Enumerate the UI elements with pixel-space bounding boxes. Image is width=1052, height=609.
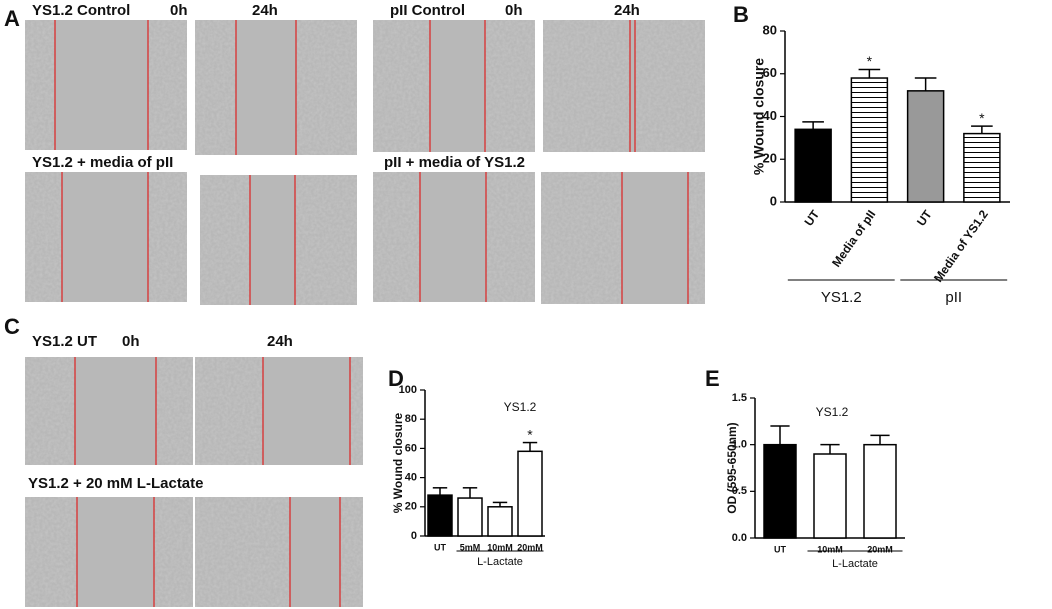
bar	[963, 132, 1001, 203]
cell-region	[350, 357, 363, 465]
x-tick-label: 5mM	[460, 542, 481, 552]
y-tick-label: 0.5	[732, 485, 747, 497]
panel-label: B	[733, 2, 749, 27]
cell-region	[296, 20, 357, 155]
caption: pII Control	[390, 2, 465, 19]
caption: YS1.2 Control	[32, 2, 130, 19]
chart-title: YS1.2	[816, 405, 849, 419]
panel-label: D	[388, 366, 404, 391]
y-tick-label: 1.0	[732, 439, 747, 451]
cell-region	[195, 497, 290, 607]
bar	[863, 443, 897, 539]
cell-region	[543, 20, 630, 152]
group-label: L-Lactate	[832, 558, 878, 570]
y-tick-label: 100	[399, 384, 417, 396]
significance: *	[527, 426, 533, 442]
bar	[457, 497, 483, 537]
panel-label: C	[4, 314, 20, 339]
cell-region	[688, 172, 705, 304]
y-tick-label: 40	[405, 472, 417, 484]
x-tick-label: 20mM	[867, 544, 893, 554]
y-axis-label: OD (595-650nm)	[725, 422, 739, 513]
x-tick-label: UT	[802, 207, 823, 229]
bar	[763, 443, 797, 539]
y-tick-label: 1.5	[732, 392, 747, 404]
y-tick-label: 60	[763, 65, 777, 80]
x-tick-label: Media of pII	[829, 208, 878, 270]
y-tick-label: 20	[763, 151, 777, 166]
cell-region	[195, 357, 263, 465]
cell-region	[373, 20, 430, 152]
cell-region	[486, 172, 535, 302]
chart-title: YS1.2	[504, 400, 537, 414]
caption: 0h	[505, 2, 523, 19]
bar	[906, 90, 945, 203]
cell-region	[340, 497, 363, 607]
cell-region	[148, 172, 187, 302]
y-tick-label: 0.0	[732, 532, 747, 544]
significance: *	[979, 110, 985, 126]
cell-region	[25, 172, 62, 302]
x-tick-label: UT	[774, 544, 786, 554]
cell-region	[154, 497, 193, 607]
panel-label: E	[705, 366, 720, 391]
cell-region	[485, 20, 535, 152]
panel-label: A	[4, 6, 20, 31]
group-label: pII	[945, 289, 962, 306]
caption: pII + media of YS1.2	[384, 154, 525, 171]
caption: YS1.2 UT	[32, 333, 97, 350]
cell-region	[148, 20, 187, 150]
bar	[427, 494, 453, 537]
caption: 24h	[252, 2, 278, 19]
cell-region	[25, 497, 77, 607]
caption: YS1.2 + 20 mM L-Lactate	[28, 475, 204, 492]
caption: YS1.2 + media of pII	[32, 154, 173, 171]
y-axis-label: % Wound closure	[391, 412, 405, 513]
y-axis-label: % Wound closure	[751, 58, 767, 175]
x-tick-label: UT	[434, 542, 446, 552]
x-tick-label: 10mM	[817, 544, 843, 554]
y-tick-label: 0	[411, 530, 417, 542]
cell-region	[25, 20, 55, 150]
y-tick-label: 80	[763, 22, 777, 37]
x-tick-label: Media of YS1.2	[931, 207, 991, 284]
cell-region	[200, 175, 250, 305]
x-tick-label: 10mM	[487, 542, 513, 552]
caption: 24h	[267, 333, 293, 350]
micrographs	[25, 20, 705, 607]
group-label: YS1.2	[821, 289, 862, 306]
cell-region	[635, 20, 705, 152]
cell-region	[295, 175, 357, 305]
bar	[487, 506, 513, 537]
x-tick-label: UT	[914, 207, 935, 229]
cell-region	[541, 172, 622, 304]
caption: 0h	[122, 333, 140, 350]
cell-region	[373, 172, 420, 302]
caption: 0h	[170, 2, 188, 19]
bar	[517, 450, 543, 537]
y-tick-label: 40	[763, 108, 777, 123]
y-tick-label: 60	[405, 442, 417, 454]
significance: *	[867, 53, 873, 69]
cell-region	[156, 357, 193, 465]
cell-region	[25, 357, 75, 465]
group-label: L-Lactate	[477, 556, 523, 568]
y-tick-label: 20	[405, 501, 417, 513]
cell-region	[195, 20, 236, 155]
bar	[813, 453, 847, 539]
caption: 24h	[614, 2, 640, 19]
bar	[850, 77, 889, 203]
y-tick-label: 0	[770, 193, 777, 208]
x-tick-label: 20mM	[517, 542, 543, 552]
y-tick-label: 80	[405, 413, 417, 425]
bar	[794, 128, 832, 203]
